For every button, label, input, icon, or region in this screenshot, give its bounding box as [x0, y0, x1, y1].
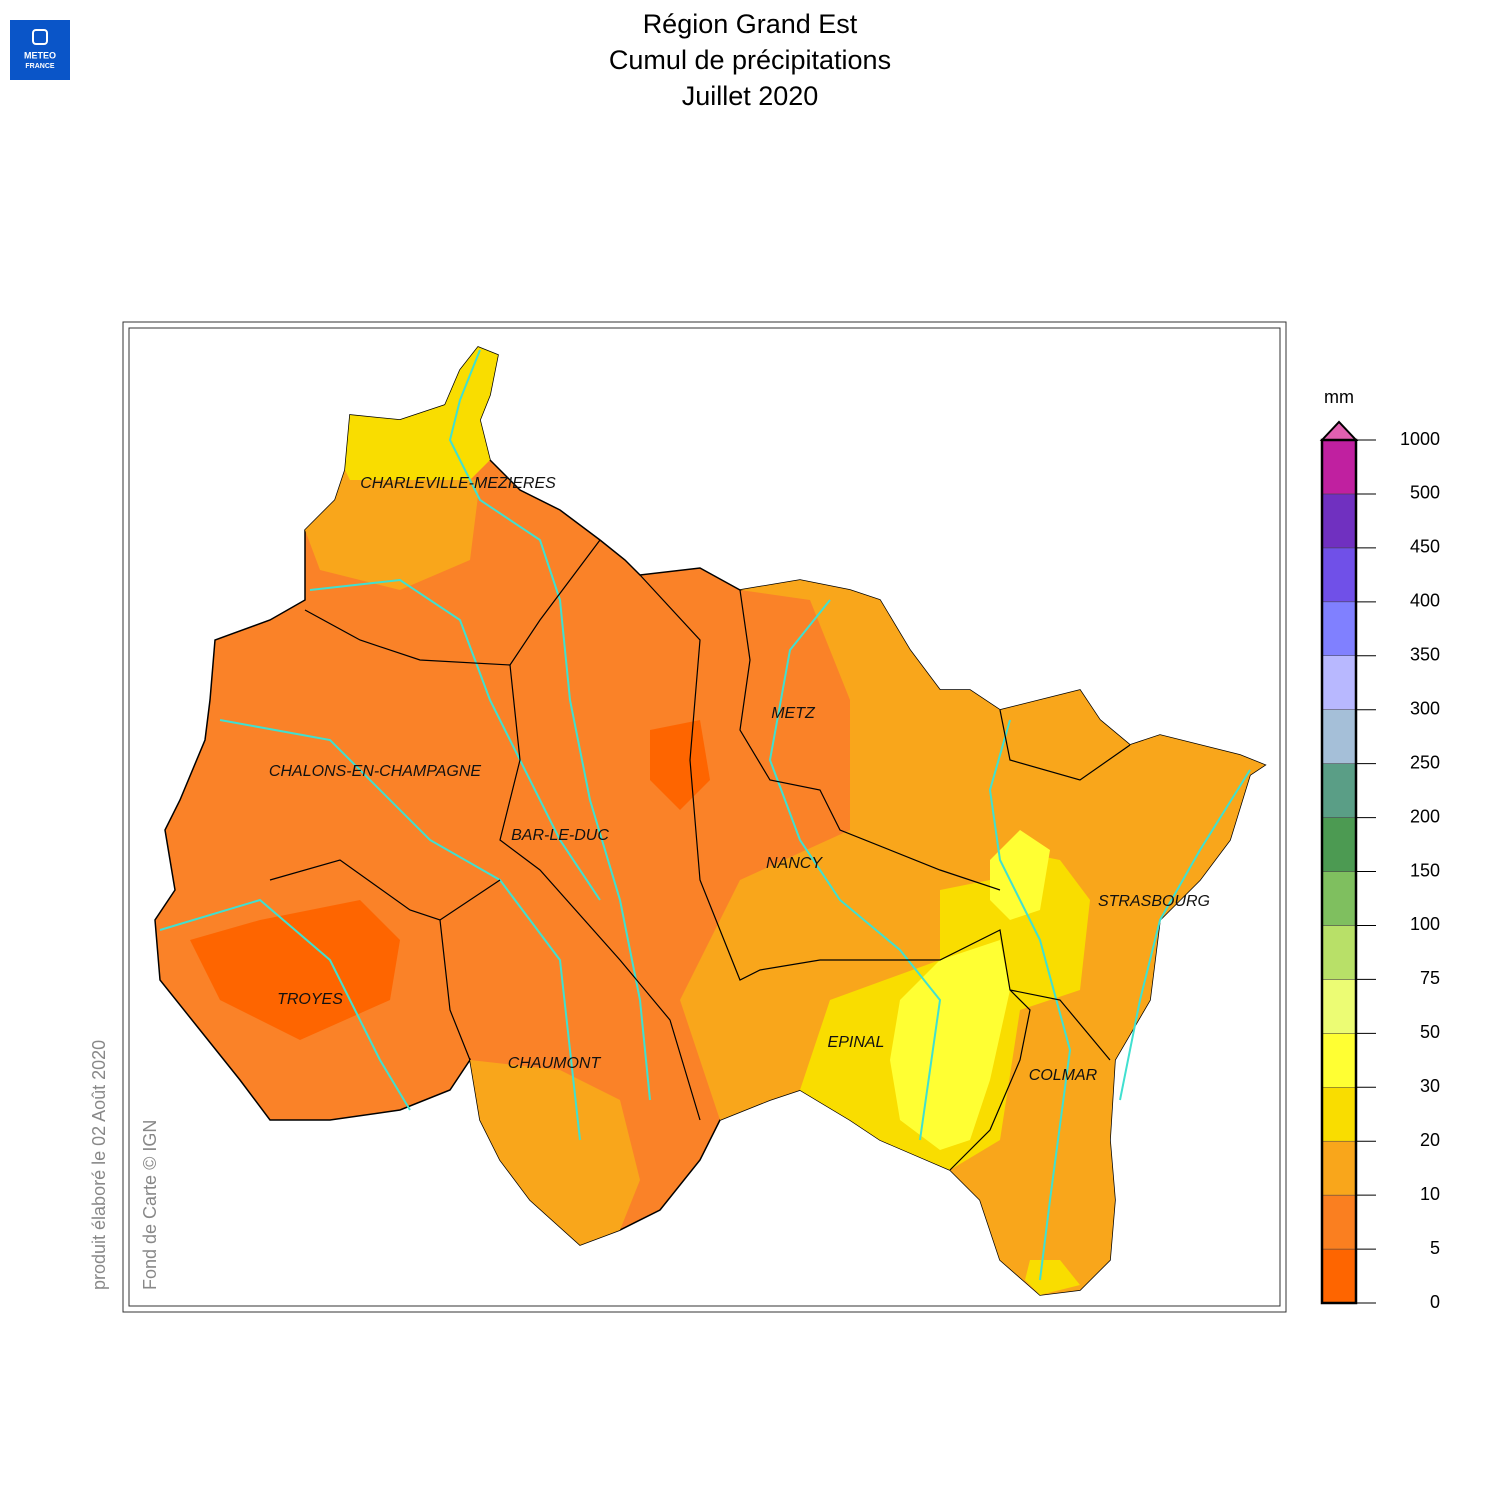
logo-text: METEO	[24, 50, 56, 60]
zone	[470, 1060, 640, 1245]
river	[768, 599, 942, 1141]
legend-band	[1321, 979, 1357, 1034]
title: Région Grand Est	[643, 9, 858, 39]
border	[639, 574, 1031, 1171]
legend-label: 30	[1420, 1076, 1440, 1096]
zone	[650, 720, 710, 810]
legend-arrow	[1319, 420, 1359, 441]
legend-label: 0	[1430, 1292, 1440, 1312]
city-label: STRASBOURG	[1098, 893, 1210, 910]
border	[439, 919, 471, 1061]
rivers	[159, 349, 1251, 1281]
river	[219, 719, 581, 1141]
zone	[1025, 1260, 1080, 1295]
legend-label: 300	[1410, 698, 1440, 718]
city-label: CHARLEVILLE-MEZIERES	[360, 475, 556, 492]
zone	[305, 470, 480, 590]
legend-band	[1321, 493, 1357, 549]
border	[269, 859, 501, 921]
city-label: EPINAL	[828, 1034, 885, 1051]
legend-label: 1000	[1400, 429, 1440, 449]
river	[448, 349, 651, 1101]
zone	[345, 347, 498, 480]
legend-label: 200	[1410, 806, 1440, 826]
legend-unit: mm	[1324, 387, 1354, 407]
border	[999, 709, 1131, 781]
zone	[990, 830, 1050, 920]
legend-label: 100	[1410, 914, 1440, 934]
border	[739, 589, 1001, 891]
city-label: COLMAR	[1029, 1067, 1098, 1084]
legend-band	[1321, 1033, 1357, 1088]
legend-label: 50	[1420, 1022, 1440, 1042]
zone	[890, 940, 1010, 1150]
title: Juillet 2020	[682, 81, 819, 111]
legend-band	[1321, 601, 1357, 656]
river	[309, 578, 601, 901]
title: Cumul de précipitations	[609, 45, 891, 75]
river	[988, 719, 1072, 1281]
logo-text: FRANCE	[25, 63, 54, 70]
legend-band	[1321, 817, 1357, 872]
legend: 0 5 10 20 30 50 75 100 150 200 250 300 350 400 450 500 1…	[1319, 420, 1440, 1312]
legend-label: 10	[1420, 1184, 1440, 1204]
legend-band	[1321, 655, 1357, 710]
map-frame	[128, 327, 1281, 1307]
legend-band	[1321, 1194, 1357, 1250]
legend-label: 5	[1430, 1238, 1440, 1258]
credit: Fond de Carte © IGN	[140, 1120, 160, 1290]
legend-label: 450	[1410, 537, 1440, 557]
legend-band	[1321, 547, 1357, 603]
river	[159, 898, 411, 1111]
legend-label: 250	[1410, 752, 1440, 772]
legend-band	[1321, 1248, 1357, 1304]
city-label: CHALONS-EN-CHAMPAGNE	[269, 763, 482, 780]
city-label: METZ	[771, 705, 816, 722]
city-label: CHAUMONT	[508, 1055, 602, 1072]
legend-band	[1321, 1087, 1357, 1142]
legend-band	[1321, 925, 1357, 980]
city-label: NANCY	[766, 855, 823, 872]
city-label: BAR-LE-DUC	[511, 827, 609, 844]
borders	[269, 539, 1131, 1171]
logo: METEO FRANCE	[10, 20, 70, 80]
legend-band	[1321, 871, 1357, 926]
legend-label: 20	[1420, 1130, 1440, 1150]
legend-label: 500	[1410, 483, 1440, 503]
river	[1119, 769, 1251, 1101]
city-label: TROYES	[277, 991, 343, 1008]
legend-band	[1321, 763, 1357, 818]
map: CHARLEVILLE-MEZIERES METZ CHALONS-EN-CHA…	[154, 346, 1267, 1296]
legend-label: 150	[1410, 860, 1440, 880]
legend-band	[1321, 1140, 1357, 1196]
border	[1009, 989, 1111, 1061]
legend-band	[1321, 709, 1357, 764]
legend-label: 350	[1410, 645, 1440, 665]
credit: produit élaboré le 02 Août 2020	[89, 1040, 109, 1290]
logo-icon	[32, 29, 48, 45]
border	[304, 539, 601, 666]
border	[499, 664, 701, 1121]
legend-label: 400	[1410, 591, 1440, 611]
legend-label: 75	[1420, 968, 1440, 988]
legend-band	[1321, 439, 1357, 495]
map-frame	[122, 321, 1287, 1313]
zone	[190, 900, 400, 1040]
